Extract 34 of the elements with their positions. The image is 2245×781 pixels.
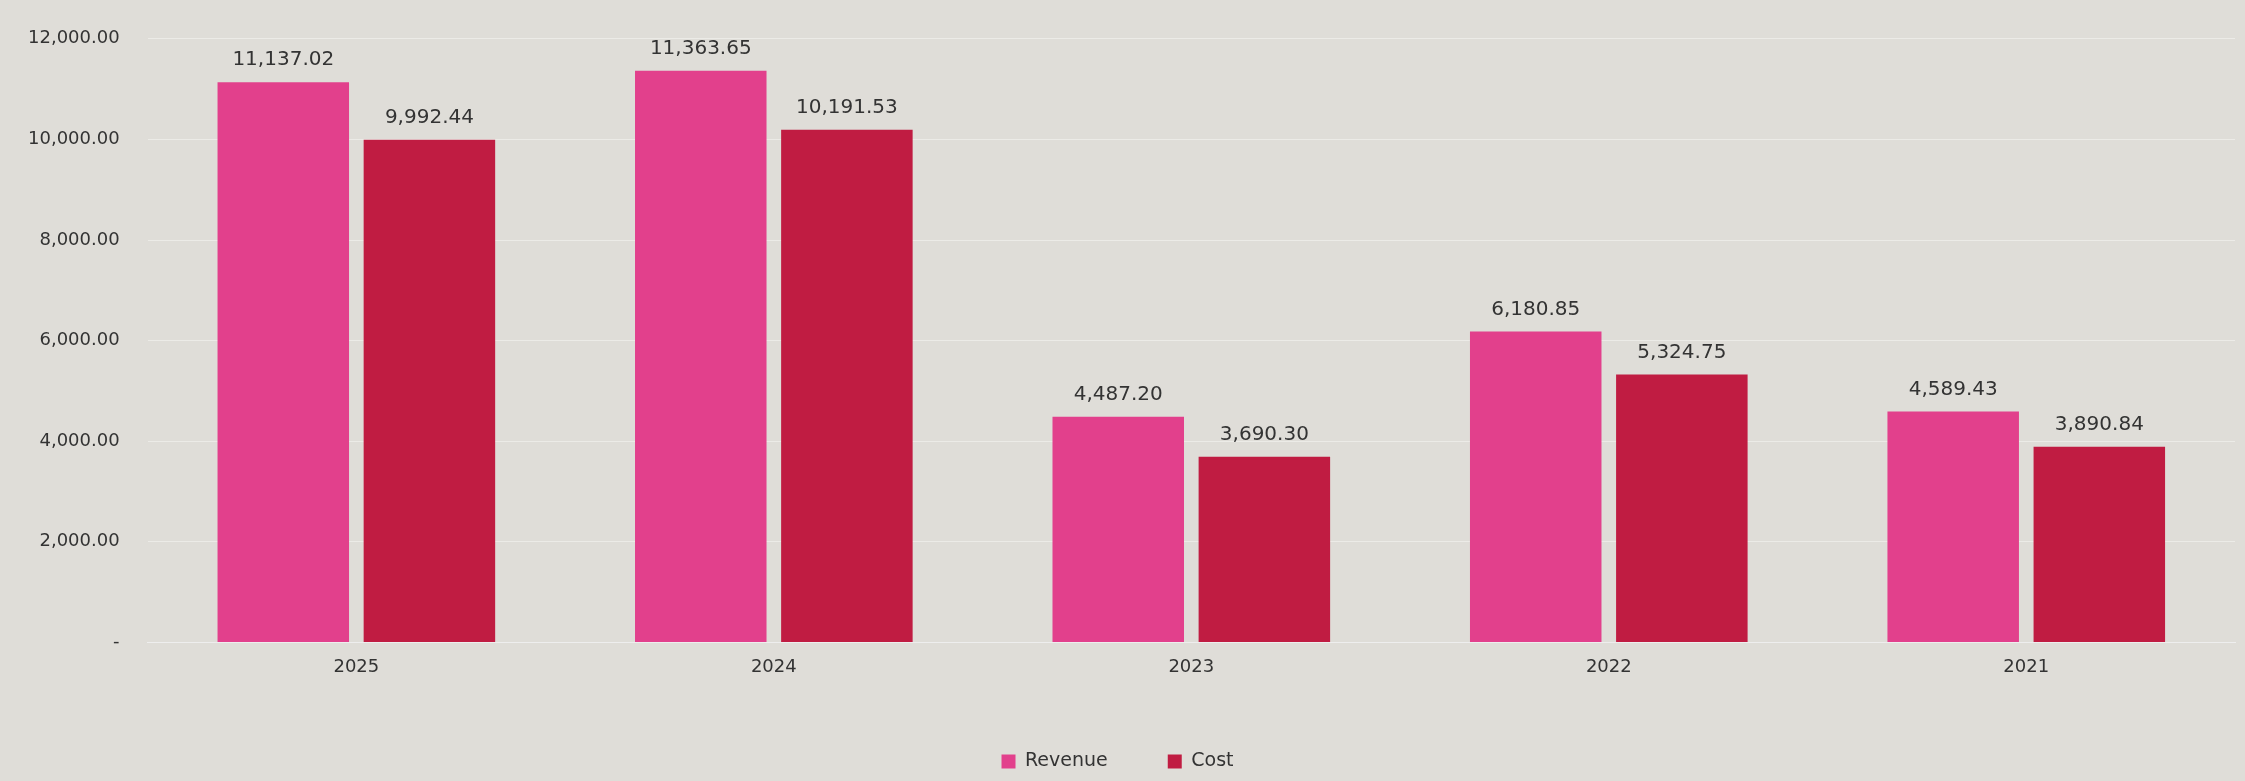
bar bbox=[1198, 456, 1331, 642]
y-tick-label: 12,000.00 bbox=[28, 26, 120, 48]
bar bbox=[363, 139, 496, 642]
legend-label: Cost bbox=[1191, 748, 1234, 771]
legend-label: Revenue bbox=[1025, 748, 1108, 771]
y-tick-label: 2,000.00 bbox=[39, 529, 120, 551]
data-label: 3,890.84 bbox=[2054, 410, 2144, 435]
x-tick-label: 2025 bbox=[333, 654, 380, 676]
y-tick-label: 6,000.00 bbox=[39, 328, 120, 350]
bar bbox=[635, 70, 767, 642]
bar bbox=[2033, 446, 2166, 642]
data-label: 5,324.75 bbox=[1637, 338, 1727, 363]
bar bbox=[1052, 416, 1184, 642]
data-label: 11,363.65 bbox=[649, 35, 752, 60]
data-label: 6,180.85 bbox=[1491, 295, 1581, 320]
x-tick-label: 2021 bbox=[2003, 654, 2050, 676]
y-tick-label: 8,000.00 bbox=[39, 227, 120, 249]
x-tick-label: 2024 bbox=[750, 654, 797, 676]
data-label: 4,487.20 bbox=[1073, 380, 1163, 405]
y-tick-label: 4,000.00 bbox=[39, 428, 120, 450]
data-label: 3,690.30 bbox=[1219, 420, 1309, 445]
bar bbox=[217, 82, 350, 642]
bar bbox=[1887, 411, 2019, 642]
data-label: 10,191.53 bbox=[795, 93, 898, 118]
bar bbox=[781, 129, 913, 642]
data-label: 11,137.02 bbox=[232, 46, 335, 71]
y-tick-label: 10,000.00 bbox=[28, 127, 120, 149]
y-tick-label: - bbox=[113, 630, 120, 652]
x-tick-label: 2023 bbox=[1168, 654, 1215, 676]
x-tick-label: 2022 bbox=[1585, 654, 1632, 676]
bar bbox=[1616, 374, 1748, 642]
data-label: 4,589.43 bbox=[1908, 375, 1998, 400]
bar bbox=[1469, 331, 1602, 642]
data-label: 9,992.44 bbox=[384, 103, 474, 128]
